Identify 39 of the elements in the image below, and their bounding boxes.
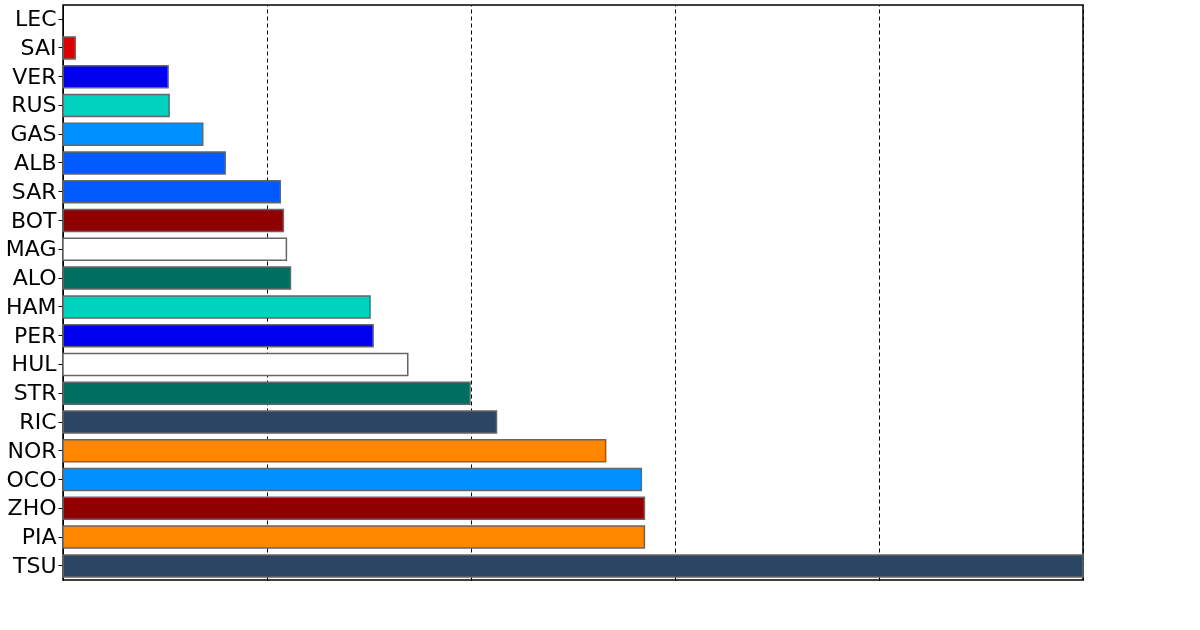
y-tick-label: VER	[12, 63, 57, 89]
bar	[62, 439, 607, 463]
bar	[62, 381, 471, 405]
bar	[62, 410, 498, 434]
bar	[62, 122, 204, 146]
y-tick-label: ZHO	[7, 495, 57, 521]
bar	[62, 237, 288, 262]
y-tick-label: HUL	[11, 351, 58, 377]
bar	[62, 496, 646, 521]
bar	[62, 525, 646, 549]
y-tick-label: ALB	[14, 150, 57, 175]
y-tick-label: ALO	[12, 265, 57, 291]
bar	[62, 323, 374, 348]
bar	[62, 266, 292, 290]
bar	[62, 208, 285, 233]
bar	[62, 36, 76, 60]
y-tick-label: BOT	[11, 207, 58, 233]
y-tick-label: GAS	[10, 121, 57, 147]
bar	[62, 64, 169, 89]
y-tick-label: MAG	[5, 236, 57, 262]
bar	[62, 352, 409, 377]
bar	[62, 151, 226, 175]
y-tick-label: HAM	[5, 293, 57, 319]
bar	[62, 180, 282, 204]
y-tick-label: PIA	[21, 524, 57, 550]
y-tick-label: RUS	[11, 92, 57, 118]
y-tick-label: OCO	[6, 466, 57, 492]
y-tick-label: LEC	[14, 6, 57, 32]
y-tick-label: STR	[13, 380, 57, 406]
bar	[62, 93, 170, 118]
y-tick-label: PER	[14, 322, 57, 348]
bar	[62, 467, 643, 492]
y-tick-label: SAR	[11, 178, 57, 204]
y-tick-label: NOR	[7, 437, 57, 463]
bar	[62, 554, 1084, 578]
y-tick-label: SAI	[20, 34, 57, 60]
bar	[62, 295, 371, 319]
y-tick-label: TSU	[11, 552, 57, 578]
y-tick-label: RIC	[19, 409, 57, 434]
